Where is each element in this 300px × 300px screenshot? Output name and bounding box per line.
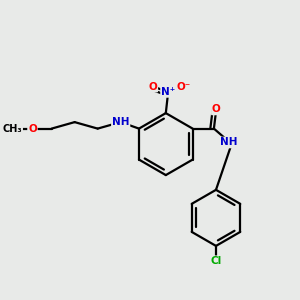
Text: NH: NH <box>112 117 129 127</box>
Text: O⁻: O⁻ <box>176 82 190 92</box>
Text: Cl: Cl <box>210 256 222 266</box>
Text: N⁺: N⁺ <box>161 87 175 97</box>
Text: O: O <box>28 124 37 134</box>
Text: CH₃: CH₃ <box>3 124 22 134</box>
Text: O: O <box>212 104 220 114</box>
Text: O: O <box>148 82 157 92</box>
Text: NH: NH <box>220 137 237 148</box>
